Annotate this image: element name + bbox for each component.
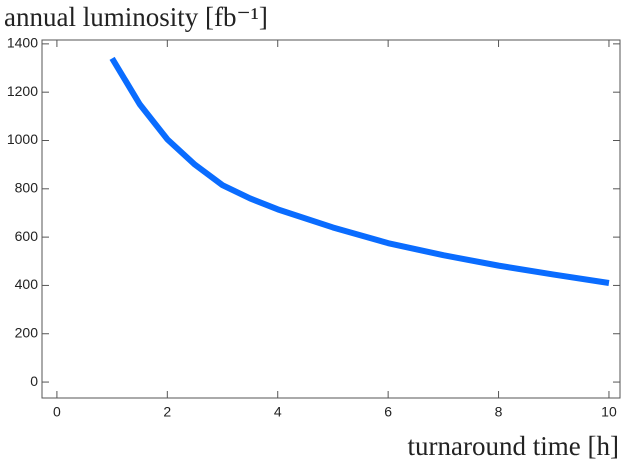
line-series — [109, 56, 610, 286]
y-tick-label: 1200 — [7, 83, 38, 99]
plot-frame — [41, 39, 621, 399]
y-tick-label: 800 — [15, 180, 39, 196]
y-tick-label: 200 — [15, 324, 39, 340]
x-tick-label: 6 — [384, 404, 392, 420]
x-tick-label: 8 — [495, 404, 503, 420]
y-tick-label: 600 — [15, 228, 39, 244]
y-tick-label: 0 — [30, 373, 38, 389]
x-tick-label: 10 — [601, 404, 617, 420]
x-tick-label: 2 — [163, 404, 171, 420]
x-tick-label: 0 — [53, 404, 61, 420]
y-tick-label: 400 — [15, 276, 39, 292]
y-axis-label: annual luminosity [fb⁻¹] — [4, 2, 268, 32]
x-axis-label: turnaround time [h] — [408, 431, 619, 461]
x-tick-label: 4 — [274, 404, 282, 420]
y-tick-label: 1400 — [7, 35, 38, 51]
y-tick-label: 1000 — [7, 131, 38, 147]
